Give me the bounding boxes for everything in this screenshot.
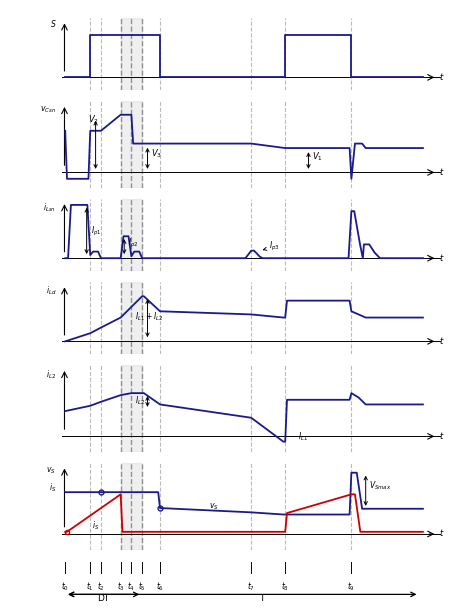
Text: DT: DT xyxy=(98,594,110,603)
Text: T: T xyxy=(259,594,264,603)
Text: $t_{5}$: $t_{5}$ xyxy=(138,580,146,593)
Text: $i_{Ld}$: $i_{Ld}$ xyxy=(46,284,56,297)
Text: t: t xyxy=(439,529,442,539)
Text: t: t xyxy=(439,337,442,346)
Bar xyxy=(121,199,142,271)
Bar xyxy=(121,101,142,188)
Text: $I_{p3}$: $I_{p3}$ xyxy=(264,240,280,253)
Bar xyxy=(121,282,142,354)
Text: $I_{p2}$: $I_{p2}$ xyxy=(128,237,138,250)
Text: $i_{Lsn}$: $i_{Lsn}$ xyxy=(43,201,56,214)
Text: $i_S$: $i_S$ xyxy=(49,481,56,493)
Text: $I_{L1}+I_{L2}$: $I_{L1}+I_{L2}$ xyxy=(135,310,164,323)
Text: t: t xyxy=(439,73,442,82)
Text: $-I_{L1}$: $-I_{L1}$ xyxy=(292,430,309,442)
Text: S: S xyxy=(51,21,56,29)
Text: $t_{6}$: $t_{6}$ xyxy=(156,580,164,593)
Text: $I_{L2}$: $I_{L2}$ xyxy=(135,394,145,407)
Text: $v_{Csn}$: $v_{Csn}$ xyxy=(40,104,56,115)
Text: $V_3$: $V_3$ xyxy=(151,148,162,160)
Bar xyxy=(121,18,142,90)
Text: $V_2$: $V_2$ xyxy=(89,113,100,126)
Text: $t_{0}$: $t_{0}$ xyxy=(61,580,69,593)
Text: t: t xyxy=(439,254,442,263)
Text: $t_{2}$: $t_{2}$ xyxy=(97,580,105,593)
Text: $t_{3}$: $t_{3}$ xyxy=(117,580,125,593)
Text: $I_{p1}$: $I_{p1}$ xyxy=(91,224,102,238)
Text: $V_{Smax}$: $V_{Smax}$ xyxy=(369,480,392,492)
Text: $i_S$: $i_S$ xyxy=(92,520,100,533)
Bar xyxy=(121,463,142,550)
Text: $t_{7}$: $t_{7}$ xyxy=(247,580,255,593)
Text: $v_S$: $v_S$ xyxy=(209,501,219,512)
Text: $v_S$: $v_S$ xyxy=(46,465,56,476)
Text: t: t xyxy=(439,432,442,441)
Text: $t_{9}$: $t_{9}$ xyxy=(347,580,356,593)
Bar xyxy=(121,365,142,452)
Text: $t_{1}$: $t_{1}$ xyxy=(86,580,94,593)
Text: t: t xyxy=(439,168,442,177)
Text: $t_{4}$: $t_{4}$ xyxy=(128,580,136,593)
Text: $i_{L2}$: $i_{L2}$ xyxy=(46,368,56,381)
Text: $V_1$: $V_1$ xyxy=(312,151,323,163)
Text: $t_{8}$: $t_{8}$ xyxy=(281,580,289,593)
